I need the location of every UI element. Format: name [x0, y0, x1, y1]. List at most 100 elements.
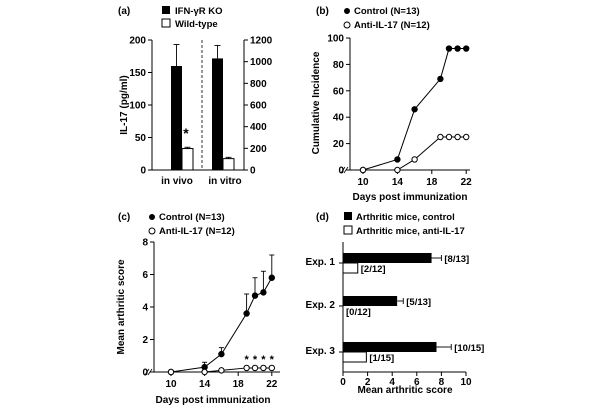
legend-swatch-control: [344, 212, 352, 220]
x-tick-label: 10: [460, 377, 472, 388]
panel-d-label: (d): [316, 212, 329, 223]
y-tick-label: 0: [142, 368, 148, 379]
legend-swatch-anti: [343, 225, 353, 235]
data-point-control: [260, 289, 267, 296]
bar-anti: [342, 262, 359, 274]
category-label: Exp. 1: [306, 257, 336, 268]
x-tick-label: 2: [365, 377, 371, 388]
panel-b: (b) Control (N=13) Anti-IL-17 (N=12) 0 20…: [311, 6, 472, 203]
bar-label-anti: [0/12]: [346, 307, 371, 318]
series-points: [167, 274, 275, 376]
data-point-anti: [201, 368, 208, 376]
y-tick-label-left: 200: [129, 36, 146, 47]
data-point-control: [454, 45, 461, 52]
data-point-anti: [251, 364, 259, 372]
data-point-anti: [359, 166, 367, 174]
legend-marker-control: [149, 214, 155, 220]
legend-marker-anti: [148, 227, 156, 235]
x-tick-label: 10: [357, 177, 369, 188]
x-tick-label: 8: [439, 377, 445, 388]
x-tick-label: 0: [340, 377, 346, 388]
y-ticks: 0 50 100 150 200 0 200 400 600 800 1000 1200: [129, 36, 272, 177]
category-label-in-vivo: in vivo: [161, 176, 193, 187]
y-tick-label-right: 1200: [250, 36, 273, 47]
bar-label-control: [5/13]: [406, 297, 431, 308]
y-tick-label-right: 600: [250, 101, 267, 112]
x-tick-label: 14: [392, 177, 404, 188]
y-tick-label-right: 0: [250, 166, 256, 177]
y-tick-label: 4: [142, 303, 148, 314]
y-tick-label-right: 400: [250, 122, 267, 133]
y-tick-label: 20: [333, 139, 345, 150]
data-point-control: [445, 45, 453, 52]
data-point-control: [437, 75, 444, 83]
legend-label-anti: Arthritic mice, anti-IL-17: [356, 226, 465, 237]
y-tick-label: 100: [327, 34, 344, 45]
panel-a-label: (a): [118, 6, 130, 17]
y-tick-label: 8: [142, 238, 148, 249]
legend-label-anti: Anti-IL-17 (N=12): [354, 20, 430, 31]
data-point-control: [243, 310, 250, 317]
x-axis-title: Days post immunization: [352, 192, 467, 203]
x-tick-label: 22: [461, 177, 473, 188]
legend-marker-control: [344, 8, 350, 14]
x-tick-label: 18: [233, 379, 245, 390]
y-tick-label-right: 1000: [250, 57, 273, 68]
y-tick-label: 40: [333, 113, 345, 124]
legend-label-ko: IFN-γR KO: [175, 6, 223, 17]
bar-ko-in-vitro: [212, 58, 223, 170]
category-label-in-vitro: in vitro: [208, 176, 241, 187]
data-point-control: [411, 106, 418, 113]
data-point-anti: [411, 156, 418, 163]
panel-d: (d) Arthritic mice, control Arthritic mi…: [306, 212, 484, 396]
x-axis-title: Mean arthritic score: [357, 385, 452, 396]
y-tick-label-right: 200: [250, 144, 267, 155]
axis-ticks: 0 2 4 6 8 10 14 18 22: [142, 238, 277, 391]
significance-star: *: [253, 354, 258, 366]
axis-ticks: 0 20 40 60 80 100 10 14 18 22: [327, 34, 472, 189]
category-label: Exp. 3: [306, 346, 336, 357]
significance-star: *: [270, 354, 275, 366]
bar-control: [343, 342, 437, 352]
y-tick-label-left: 0: [140, 166, 146, 177]
bar-control: [343, 296, 398, 306]
significance-star: *: [183, 125, 189, 141]
bar-label-control: [10/15]: [454, 343, 484, 354]
x-tick-label: 18: [426, 177, 438, 188]
series-points: [359, 45, 470, 174]
axis-ticks: 0 2 4 6 8 10: [340, 372, 472, 388]
y-tick-label-left: 50: [135, 133, 147, 144]
panel-c: (c) Control (N=13) Anti-IL-17 (N=12) 0 2 4…: [116, 212, 280, 406]
x-axis-title: Days post immunization: [155, 395, 270, 406]
bar-label-anti: [1/15]: [369, 353, 394, 364]
y-tick-label-left: 100: [129, 101, 146, 112]
bar-label-control: [8/13]: [444, 254, 469, 265]
panel-c-label: (c): [118, 212, 130, 223]
y-tick-label-left: 150: [129, 68, 146, 79]
significance-star: *: [261, 354, 266, 366]
bar-control: [343, 253, 432, 263]
y-axis-title: IL-17 (pg/ml): [119, 75, 130, 134]
y-tick-label-right: 800: [250, 79, 267, 90]
x-tick-label: 14: [199, 379, 211, 390]
legend-label-wt: Wild-type: [175, 19, 218, 30]
legend-label-control: Control (N=13): [159, 212, 225, 223]
y-tick-label: 6: [142, 270, 148, 281]
significance-stars: * * * *: [244, 354, 274, 366]
data-point-control: [251, 292, 259, 299]
data-point-control: [268, 274, 275, 281]
bar-label-anti: [2/12]: [361, 264, 386, 275]
data-point-anti: [454, 133, 461, 141]
bar-ko-in-vivo: [171, 66, 182, 170]
y-axis-title: Cumulative Incidence: [311, 51, 322, 154]
category-label: Exp. 2: [306, 300, 336, 311]
y-axis-title: Mean arthritic score: [116, 259, 127, 354]
bar-wt-in-vitro: [222, 158, 235, 171]
panel-a: (a) IFN-γR KO Wild-type 0 50 100 150 200 0 200…: [118, 6, 273, 187]
data-point-control: [394, 156, 401, 163]
data-point-anti: [394, 166, 401, 174]
data-point-anti: [463, 133, 470, 141]
legend-label-control: Control (N=13): [354, 6, 420, 17]
significance-star: *: [244, 354, 249, 366]
